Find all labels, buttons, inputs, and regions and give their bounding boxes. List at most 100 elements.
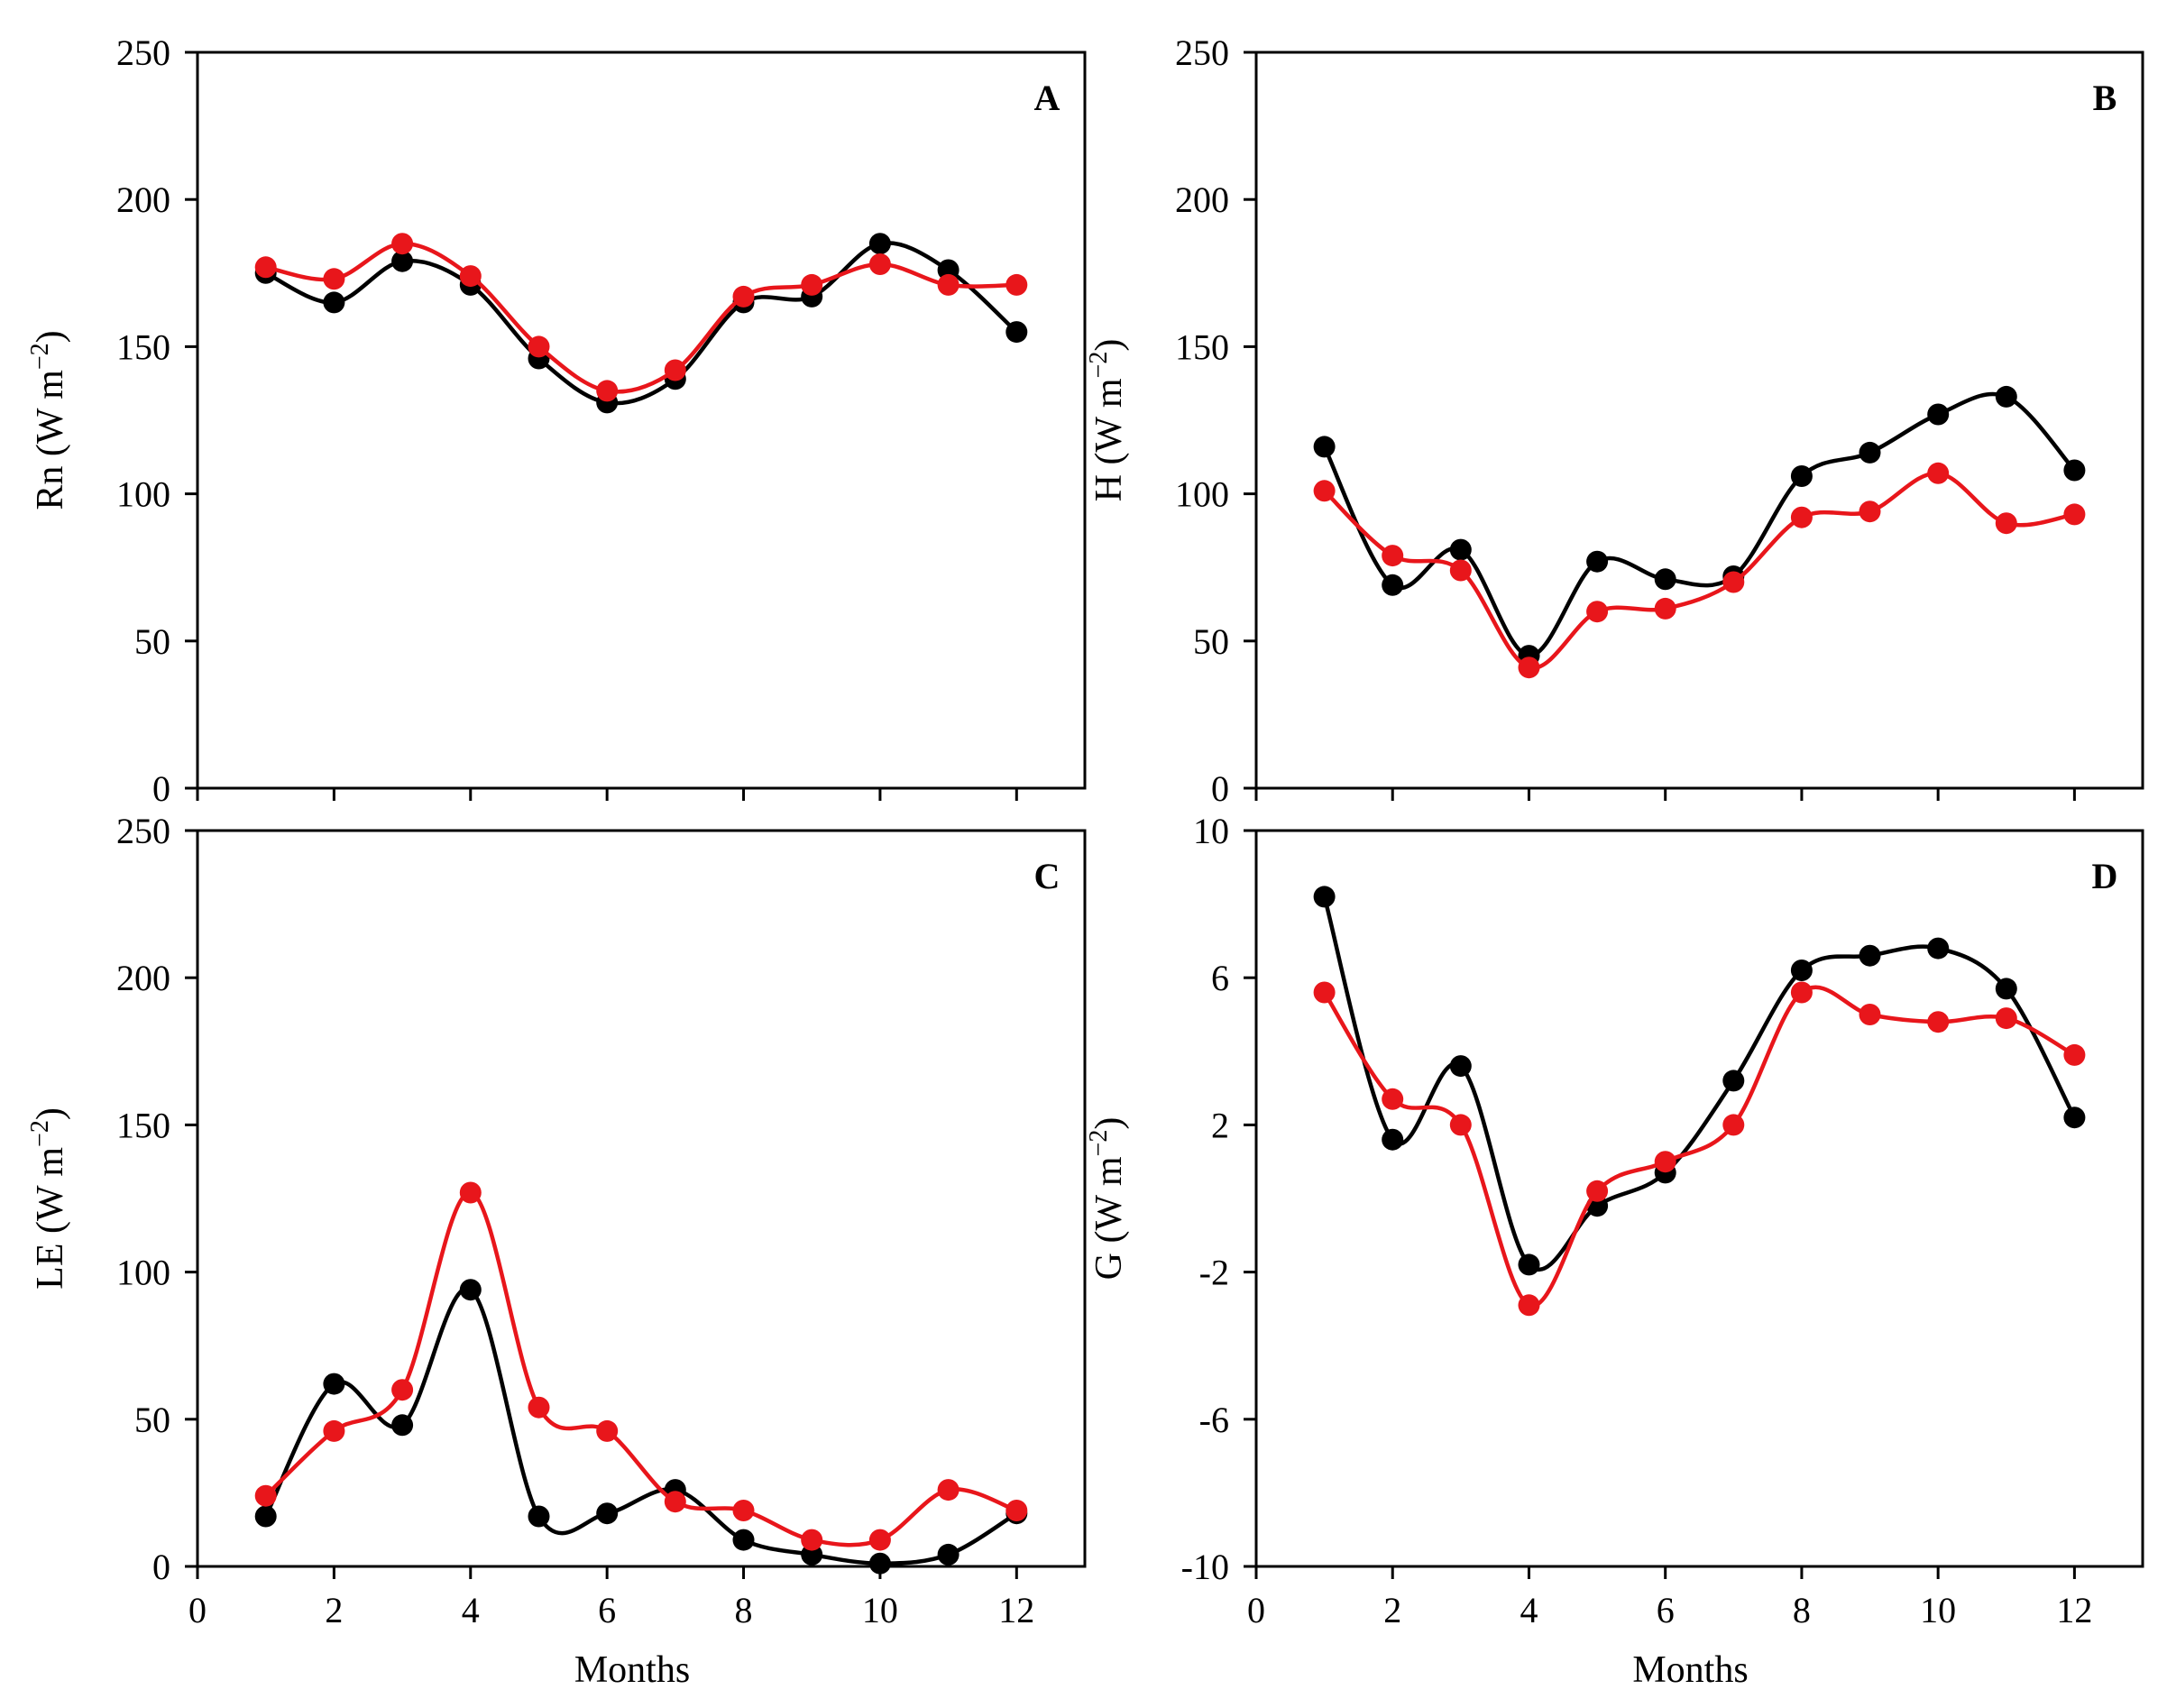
y-axis-title-sup-c: −2 — [26, 1120, 54, 1147]
panel-c: 0 50 100 150 200 250 0 2 4 6 8 10 12 Months LE (W m−2)… — [26, 811, 1087, 1691]
data-point-red-a-2 — [323, 268, 345, 290]
series-line-black-a — [263, 241, 1019, 406]
data-point-red-b-8 — [1790, 506, 1813, 528]
data-point-black-b-6 — [1654, 568, 1676, 591]
data-point-red-a-3 — [391, 233, 414, 255]
data-point-red-b-10 — [1927, 462, 1950, 484]
data-point-red-a-5 — [528, 335, 550, 358]
data-point-black-c-10 — [868, 1552, 891, 1575]
series-line-black-d — [1322, 895, 2077, 1272]
y-tick-label-c: 100 — [116, 1253, 170, 1293]
data-point-red-a-10 — [868, 253, 891, 275]
data-point-red-c-10 — [868, 1529, 891, 1551]
data-point-black-d-12 — [2063, 1107, 2086, 1129]
plot-frame-b — [1254, 51, 2144, 790]
data-point-black-c-11 — [937, 1543, 960, 1566]
y-tick-label-a: 100 — [116, 474, 170, 515]
y-axis-title-sup-a: −2 — [26, 343, 54, 370]
y-tick-label-c: 150 — [116, 1105, 170, 1145]
x-tick-label-d: 2 — [1383, 1590, 1401, 1630]
data-point-red-a-12 — [1005, 273, 1028, 296]
y-axis-title-close-c: ) — [30, 1107, 71, 1120]
data-point-red-d-1 — [1313, 981, 1336, 1004]
data-point-red-c-8 — [732, 1500, 755, 1521]
data-point-red-c-2 — [323, 1419, 345, 1442]
x-tick-label-d: 4 — [1520, 1590, 1538, 1630]
y-tick-label-d: 10 — [1193, 811, 1229, 851]
data-point-red-d-12 — [2063, 1043, 2086, 1066]
x-tick-label-d: 6 — [1657, 1590, 1675, 1630]
data-point-red-b-7 — [1722, 571, 1745, 593]
data-point-red-d-3 — [1449, 1114, 1472, 1136]
y-tick-label-a: 250 — [116, 32, 170, 73]
data-point-red-c-12 — [1005, 1500, 1028, 1521]
y-tick-label-b: 250 — [1175, 32, 1229, 73]
x-tick-label-c: 10 — [862, 1590, 898, 1630]
data-point-red-d-4 — [1518, 1294, 1540, 1317]
panel-b: 0 50 100 150 200 250 H (W m−2) B — [1085, 32, 2144, 809]
data-point-black-d-1 — [1313, 886, 1336, 908]
data-point-red-d-2 — [1382, 1088, 1404, 1110]
data-point-red-a-11 — [937, 273, 960, 296]
data-point-black-d-10 — [1927, 937, 1950, 960]
data-point-black-b-2 — [1382, 574, 1404, 596]
data-point-black-b-8 — [1790, 465, 1813, 487]
data-point-red-c-4 — [459, 1181, 482, 1204]
data-point-red-c-11 — [937, 1479, 960, 1501]
plot-frame-a — [196, 51, 1087, 790]
data-point-red-a-9 — [801, 273, 823, 296]
x-tick-label-c: 8 — [735, 1590, 753, 1630]
series-line-red-c — [263, 1190, 1019, 1547]
data-point-black-c-2 — [323, 1373, 345, 1395]
data-point-black-d-8 — [1790, 960, 1813, 981]
data-point-red-b-1 — [1313, 480, 1336, 502]
data-point-red-b-6 — [1654, 597, 1676, 620]
data-point-red-b-4 — [1518, 657, 1540, 679]
data-point-black-b-12 — [2063, 459, 2086, 482]
data-point-black-a-12 — [1005, 321, 1028, 344]
x-tick-label-c: 2 — [325, 1590, 343, 1630]
data-point-black-b-5 — [1586, 550, 1609, 573]
y-tick-label-c: 200 — [116, 958, 170, 998]
plot-frame-c — [196, 829, 1087, 1568]
plot-frame-d — [1254, 829, 2144, 1568]
data-point-black-b-9 — [1859, 441, 1881, 464]
y-tick-label-c: 50 — [134, 1400, 170, 1440]
data-point-red-c-7 — [664, 1491, 686, 1513]
panel-a: 0 50 100 150 200 250 Rn (W m−2) A — [26, 32, 1087, 809]
data-point-black-c-6 — [596, 1502, 619, 1525]
x-tick-label-d: 0 — [1247, 1590, 1265, 1630]
data-point-red-c-1 — [254, 1484, 277, 1507]
x-tick-label-d: 12 — [2056, 1590, 2092, 1630]
data-point-red-d-11 — [1995, 1007, 2017, 1030]
data-point-black-d-7 — [1722, 1070, 1745, 1092]
y-axis-title-main-a: Rn (W m — [30, 370, 71, 510]
y-axis-title-d: G (W m−2) — [1085, 1117, 1130, 1281]
data-point-red-b-2 — [1382, 545, 1404, 567]
y-tick-label-b: 200 — [1175, 179, 1229, 220]
data-point-black-d-11 — [1995, 978, 2017, 1000]
data-point-black-a-2 — [323, 291, 345, 314]
x-tick-label-d: 8 — [1793, 1590, 1811, 1630]
x-tick-label-d: 10 — [1920, 1590, 1956, 1630]
y-tick-label-b: 0 — [1211, 768, 1229, 809]
data-point-red-a-1 — [254, 256, 277, 279]
data-point-black-d-3 — [1449, 1055, 1472, 1078]
data-point-black-d-9 — [1859, 944, 1881, 967]
data-point-black-c-5 — [528, 1505, 550, 1528]
y-tick-label-c: 250 — [116, 811, 170, 851]
y-axis-title-close-b: ) — [1088, 339, 1130, 352]
panel-label-a: A — [1034, 78, 1061, 118]
data-point-black-c-4 — [459, 1279, 482, 1301]
x-tick-label-c: 6 — [598, 1590, 616, 1630]
y-tick-label-d: -6 — [1199, 1400, 1229, 1440]
series-line-red-a — [263, 241, 1019, 394]
data-point-black-b-3 — [1449, 538, 1472, 561]
data-point-black-a-3 — [391, 250, 414, 272]
data-point-black-b-10 — [1927, 403, 1950, 426]
y-axis-title-b: H (W m−2) — [1085, 339, 1130, 502]
data-point-red-b-9 — [1859, 500, 1881, 523]
data-point-red-d-10 — [1927, 1011, 1950, 1033]
data-point-black-b-1 — [1313, 436, 1336, 458]
